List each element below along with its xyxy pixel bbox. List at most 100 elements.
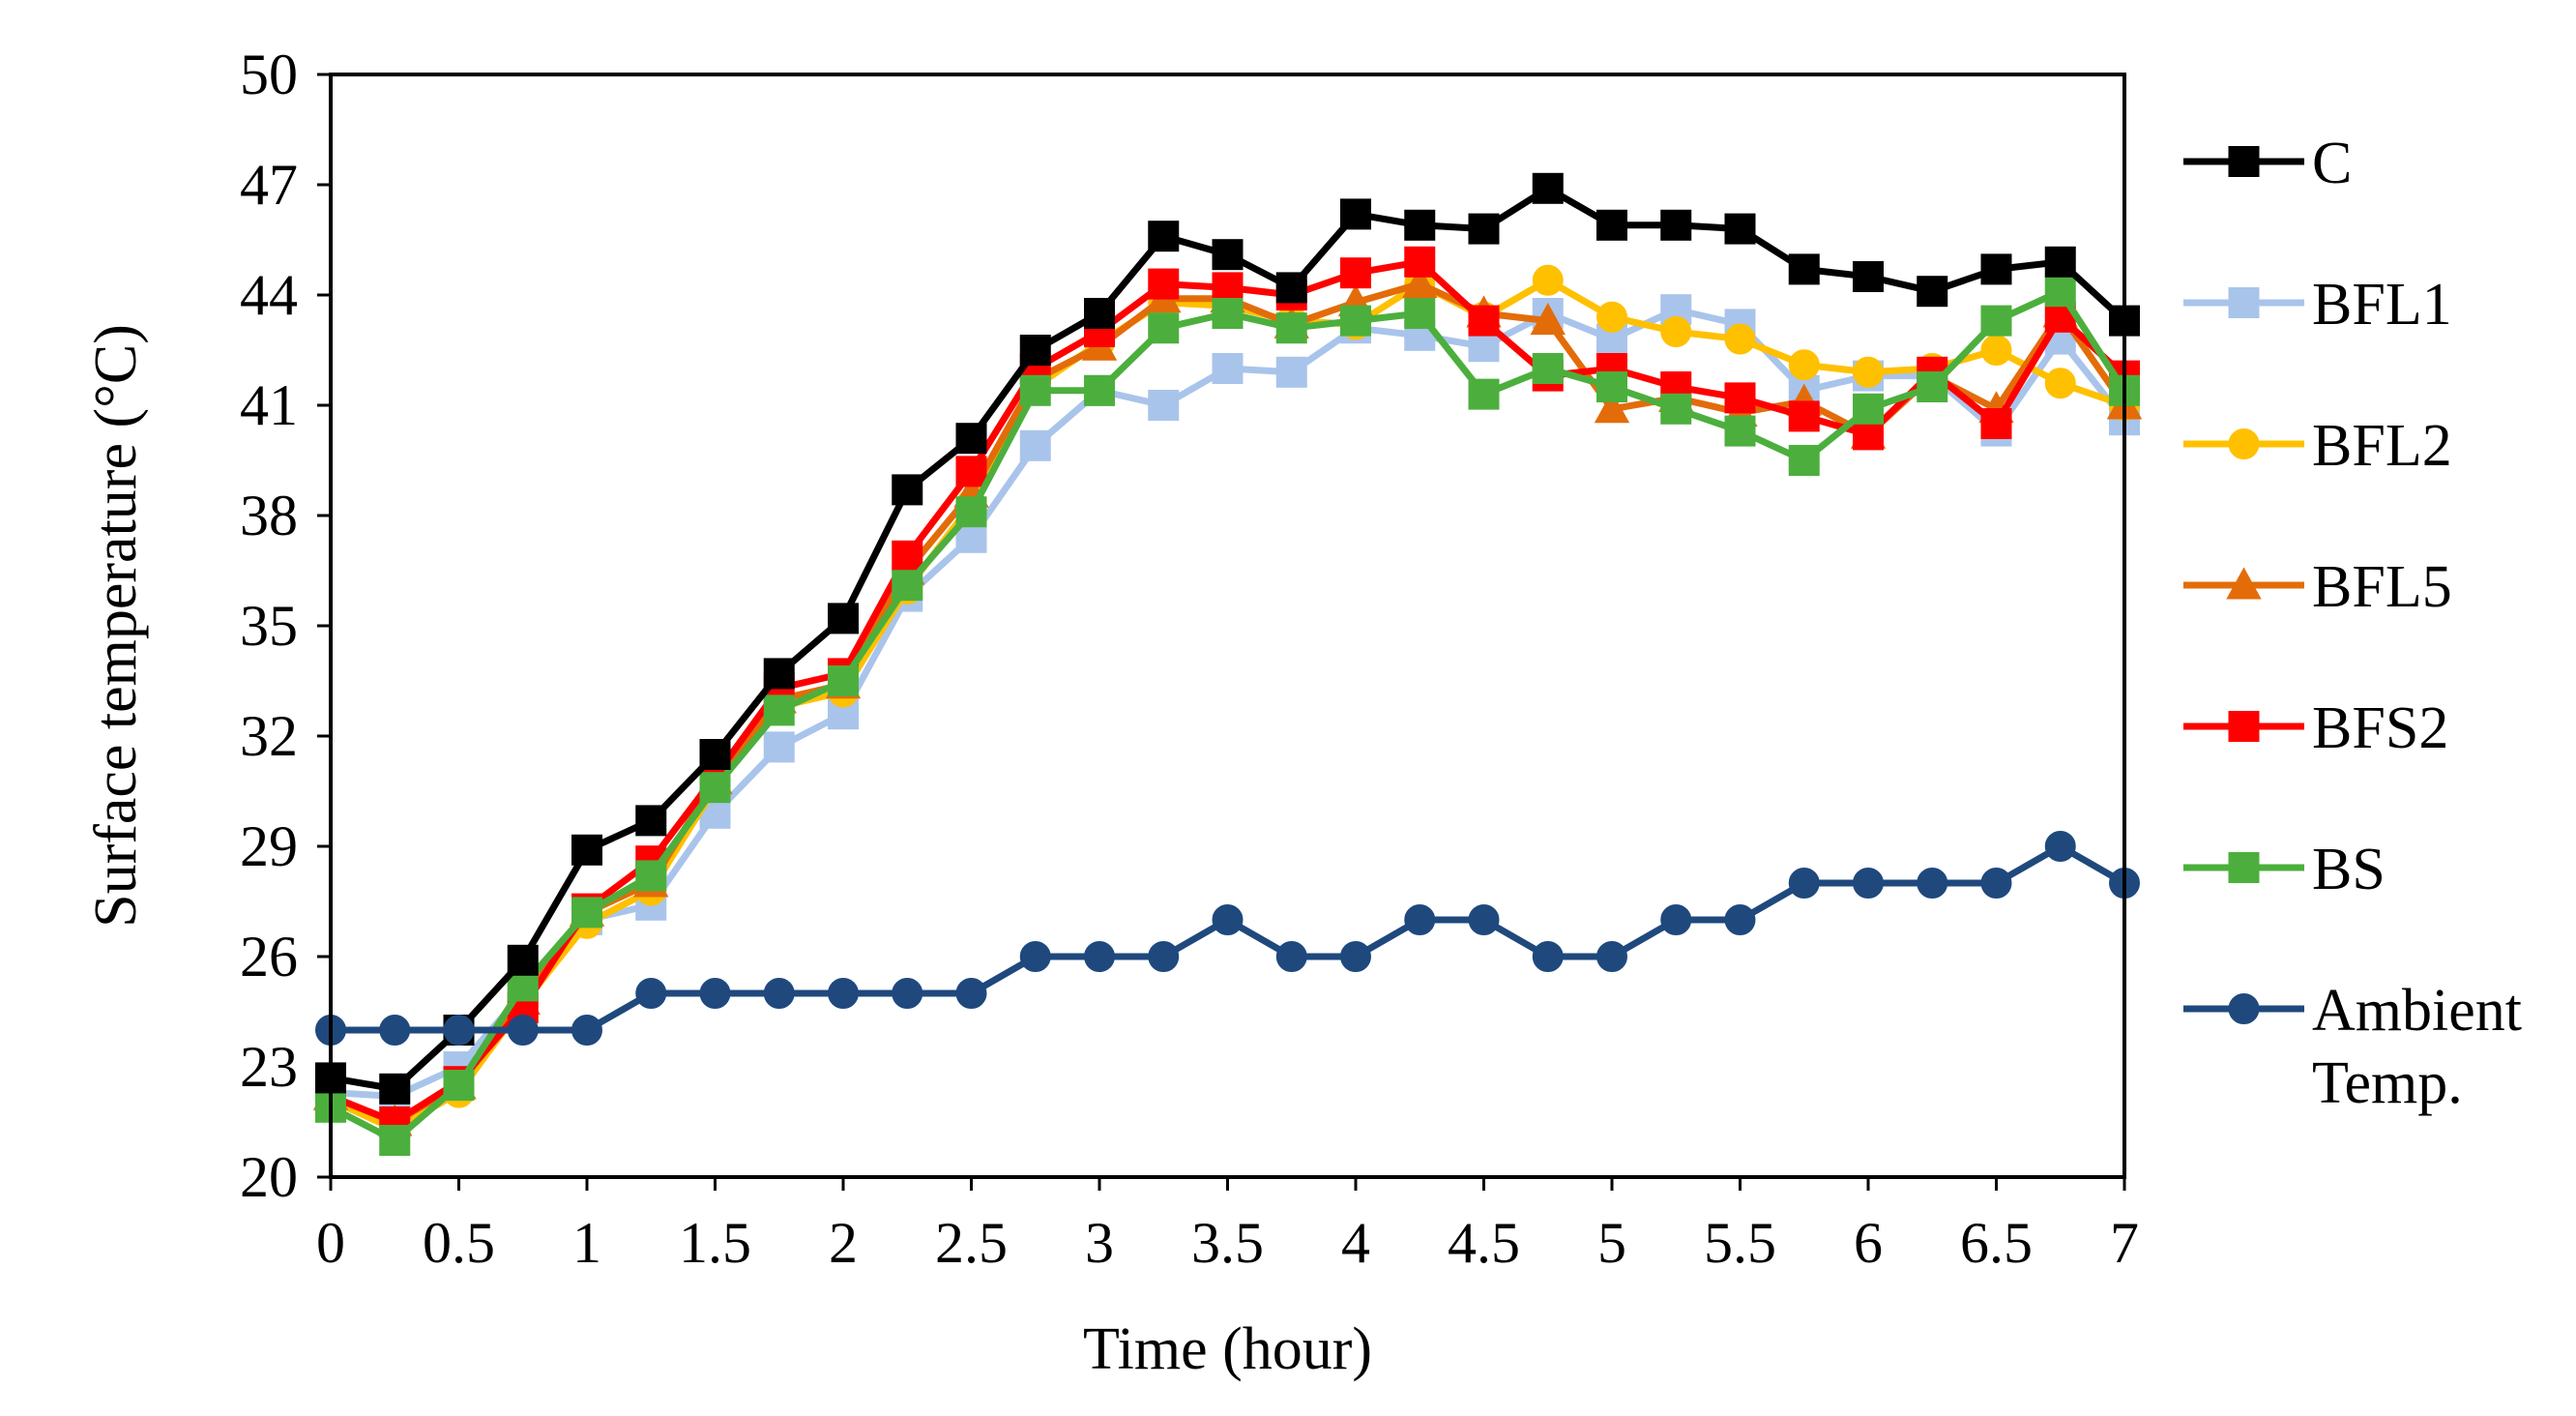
x-tick-label: 4 [1341,1211,1370,1275]
data-point-bs [1724,415,1756,447]
data-point-bfs2 [1404,246,1436,278]
data-point-c [1660,209,1692,241]
data-point-bfs2 [892,540,923,572]
data-point-ambient-temp [635,978,667,1009]
x-tick-label: 2 [829,1211,858,1275]
data-point-bs [699,772,731,804]
x-tick-label: 5.5 [1704,1211,1776,1275]
data-point-bfl2 [1724,323,1756,355]
data-point-bs [892,570,923,602]
legend-swatch-marker [2228,287,2260,318]
legend-swatch-marker [2228,146,2260,177]
data-point-c [1340,198,1371,230]
x-tick-label: 0 [316,1211,345,1275]
data-point-ambient-temp [571,1015,602,1046]
x-tick-label: 4.5 [1448,1211,1520,1275]
data-point-bs [1660,393,1692,425]
data-point-bs [955,496,987,528]
y-axis-ticks: 20 23 26 29 32 35 38 41 44 47 50 [240,43,331,1209]
data-point-bfl2 [1980,335,2012,366]
data-point-bfs2 [1980,408,2012,439]
data-point-bfl1 [1275,356,1307,388]
data-point-c [1404,209,1436,241]
data-point-bs [1532,353,1564,384]
data-point-c [507,944,539,976]
data-point-ambient-temp [1148,941,1180,972]
data-point-ambient-temp [828,978,859,1009]
legend-label: BFL1 [2312,272,2452,338]
legend-item-bs: BS [2183,837,2386,902]
legend-swatch-marker [2228,852,2260,883]
y-tick-label: 23 [240,1035,298,1099]
data-point-c [1980,253,2012,285]
legend-label: C [2312,131,2352,196]
series-ambient-temp [315,831,2140,1046]
data-point-c [1917,276,1948,308]
x-tick-label: 5 [1597,1211,1626,1275]
data-point-c [1596,209,1627,241]
data-point-bfs2 [1724,382,1756,414]
data-point-bs [1275,312,1307,344]
data-point-c [1788,253,1820,285]
legend-label: Temp. [2312,1050,2463,1116]
data-point-bs [1917,371,1948,402]
data-point-bfl2 [1853,356,1884,388]
data-point-ambient-temp [892,978,923,1009]
data-point-ambient-temp [1980,868,2012,899]
x-tick-label: 6.5 [1960,1211,2033,1275]
legend-item-bfl2: BFL2 [2183,413,2452,479]
data-point-c [635,805,667,837]
legend-item-bfl5: BFL5 [2183,554,2452,620]
data-point-bfl2 [1788,349,1820,381]
data-point-ambient-temp [699,978,731,1009]
data-point-ambient-temp [1340,941,1371,972]
data-point-bfl1 [763,731,795,763]
data-point-c [2044,246,2076,278]
data-point-bs [828,665,859,696]
data-point-bs [1148,312,1180,344]
data-point-bfl1 [1148,390,1180,421]
data-point-ambient-temp [2044,831,2076,862]
data-point-bfl5 [1594,391,1630,424]
series-c [315,172,2140,1105]
data-point-bfl1 [1212,353,1244,384]
legend-swatch-marker [2228,711,2260,742]
data-point-ambient-temp [1084,941,1115,972]
data-point-ambient-temp [763,978,795,1009]
data-point-c [571,834,602,866]
x-tick-label: 1 [572,1211,601,1275]
x-tick-label: 0.5 [423,1211,495,1275]
data-point-bs [1212,298,1244,329]
data-point-c [892,474,923,506]
data-point-bs [763,694,795,726]
x-tick-label: 1.5 [679,1211,751,1275]
data-point-ambient-temp [1917,868,1948,899]
data-point-bfs2 [1468,305,1500,337]
data-point-bs [1340,305,1371,337]
data-point-c [828,603,859,634]
data-point-bfs2 [955,456,987,487]
data-point-c [699,739,731,770]
data-point-bfl2 [2044,368,2076,399]
legend-item-bfs2: BFS2 [2183,695,2448,761]
data-point-bs [571,897,602,929]
y-tick-label: 50 [240,43,298,106]
data-point-bs [1468,378,1500,410]
data-point-ambient-temp [379,1015,411,1046]
series-line-ambient-temp [331,842,2126,1034]
y-tick-label: 41 [240,373,298,437]
data-point-ambient-temp [1532,941,1564,972]
data-point-c [1148,221,1180,252]
x-tick-label: 2.5 [935,1211,1008,1275]
data-point-bfl5 [1530,303,1566,336]
legend-label: BS [2312,837,2386,902]
y-tick-label: 26 [240,925,298,988]
data-point-ambient-temp [1212,904,1244,935]
y-axis-title: Surface temperature (°C) [83,324,149,928]
y-tick-label: 47 [240,153,298,217]
legend-label: BFL5 [2312,554,2452,620]
y-tick-label: 44 [240,263,298,327]
legend-swatch-marker [2226,567,2262,600]
